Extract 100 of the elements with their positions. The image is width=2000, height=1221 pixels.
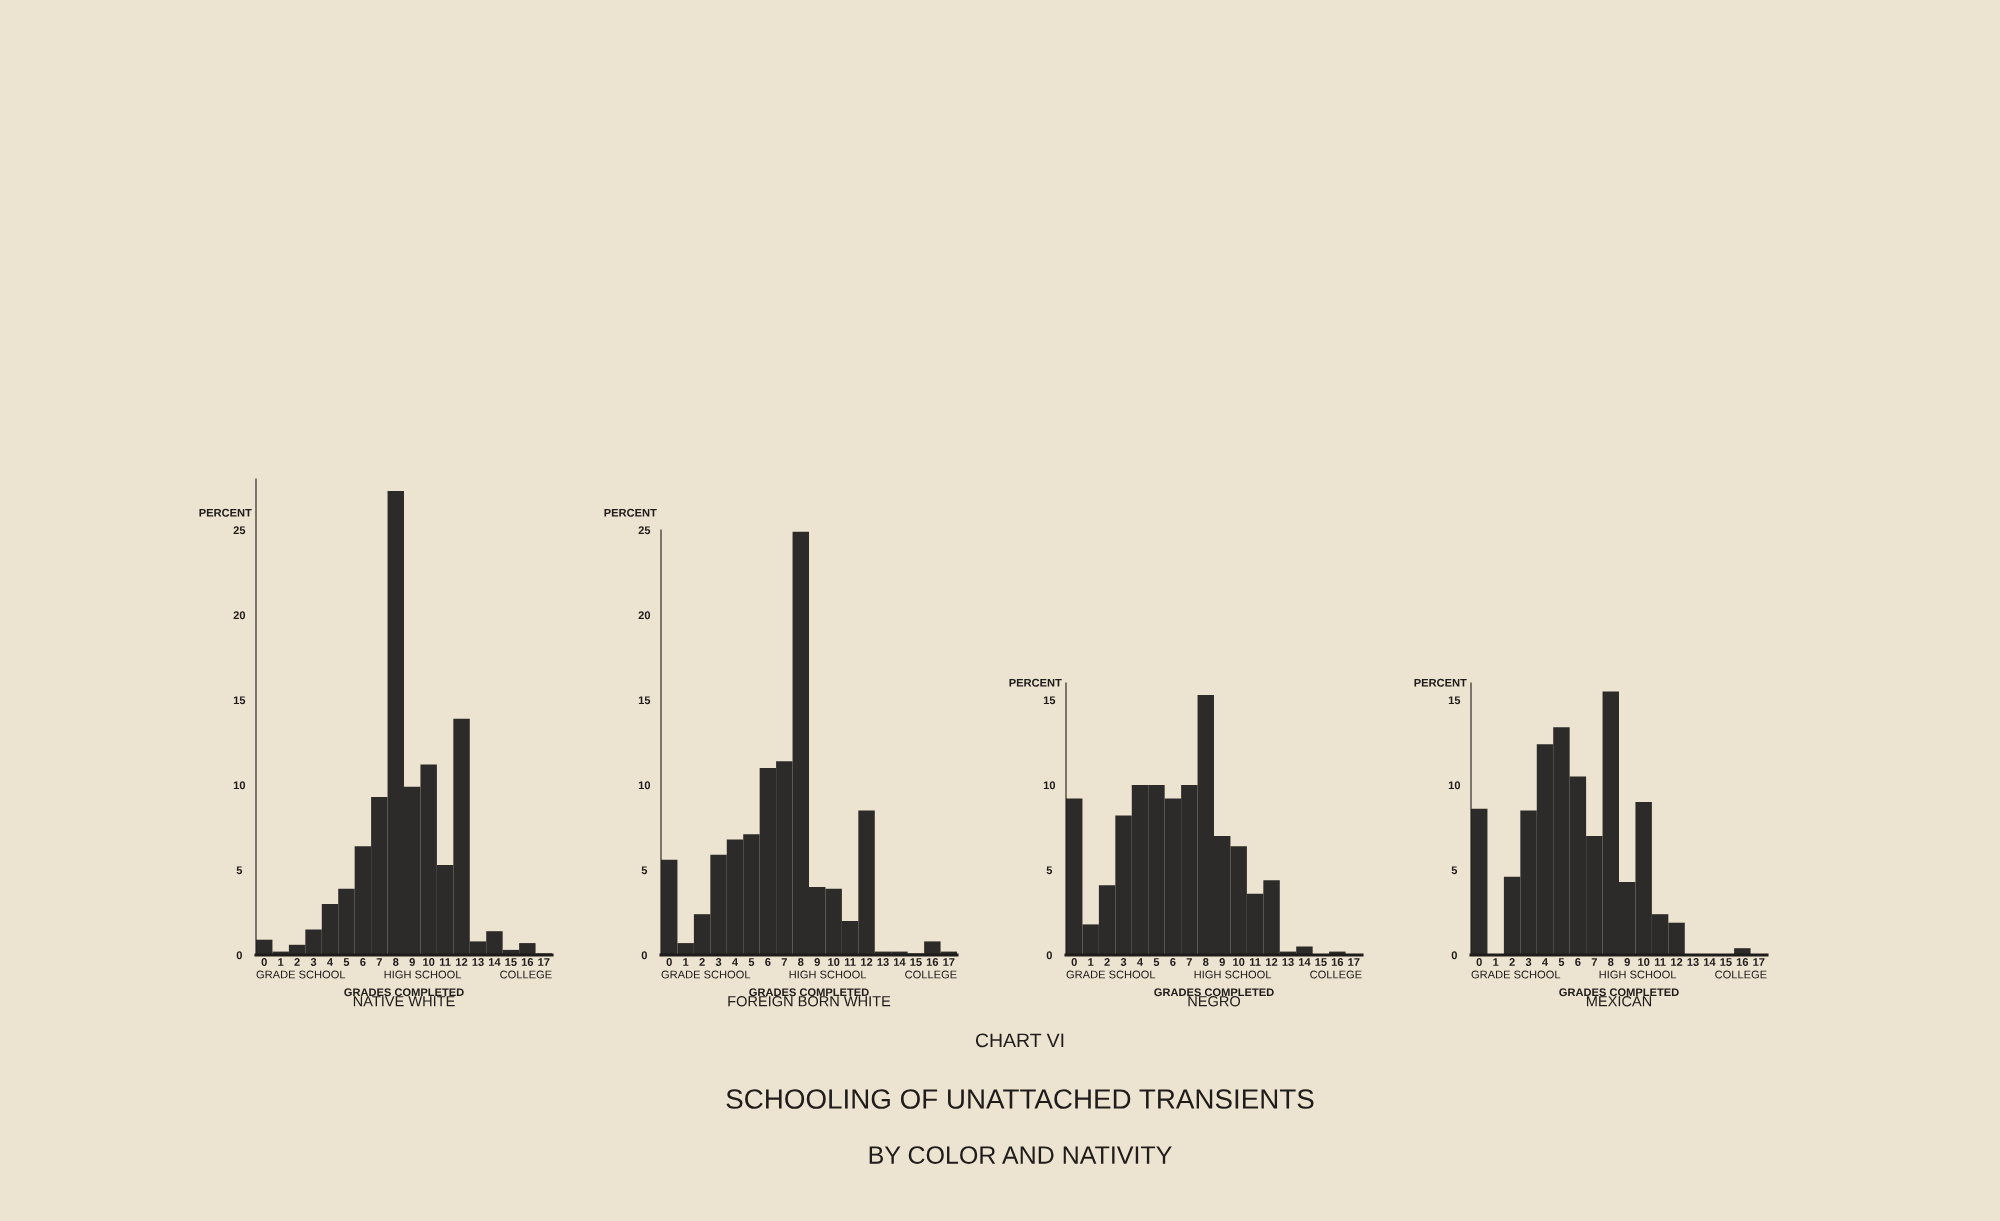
text: COLLEGE — [1310, 970, 1362, 979]
x-tick-label: 13 — [877, 958, 889, 966]
y-tick-label: 5 — [1451, 866, 1458, 875]
x-tick-label: 0 — [666, 958, 672, 966]
x-tick-label: 1 — [683, 958, 689, 966]
text: GRADE SCHOOL — [661, 970, 751, 979]
x-tick-label: 7 — [376, 958, 382, 966]
x-tick-label: 1 — [1493, 958, 1499, 966]
x-tick-label: 10 — [423, 958, 435, 966]
x-tick-label: 12 — [1671, 958, 1683, 966]
x-tick-label: 14 — [488, 958, 501, 966]
x-tick-label: 13 — [1282, 958, 1294, 966]
text: HIGH SCHOOL — [789, 970, 867, 979]
x-tick-label: 6 — [765, 958, 771, 966]
x-tick-label: 6 — [360, 958, 366, 966]
x-axis-title: GRADES COMPLETED — [749, 988, 869, 997]
x-tick-label: 11 — [844, 958, 856, 966]
x-axis-title: GRADES COMPLETED — [1559, 988, 1679, 997]
text: FOREIGN BORN WHITE — [728, 996, 891, 1007]
x-tick-label: 2 — [1104, 958, 1110, 966]
x-tick-label: 9 — [1624, 958, 1630, 966]
x-tick-label: 6 — [1575, 958, 1581, 966]
text: BY COLOR AND NATIVITY — [869, 1146, 1172, 1164]
y-tick-label: 10 — [638, 781, 651, 790]
x-tick-label: 12 — [456, 958, 468, 966]
x-tick-label: 9 — [1219, 958, 1225, 966]
x-tick-label: 2 — [699, 958, 705, 966]
x-tick-label: 7 — [1591, 958, 1597, 966]
x-tick-label: 15 — [1315, 958, 1327, 966]
x-tick-label: 3 — [1525, 958, 1532, 966]
x-tick-label: 8 — [1203, 958, 1209, 966]
text: CHART VI — [975, 1033, 1064, 1048]
text: HIGH SCHOOL — [1599, 970, 1677, 979]
x-tick-label: 10 — [1638, 958, 1650, 966]
text: MEXICAN — [1586, 996, 1652, 1007]
y-tick-label: 10 — [1448, 781, 1461, 790]
x-tick-label: 14 — [1298, 958, 1311, 966]
x-tick-label: 4 — [732, 958, 739, 966]
y-tick-label: 0 — [1451, 951, 1457, 960]
y-tick-label: 25 — [233, 526, 246, 535]
y-tick-label: 10 — [233, 781, 246, 790]
y-tick-label: 15 — [1448, 696, 1461, 705]
x-tick-label: 8 — [798, 958, 804, 966]
y-tick-label: 20 — [233, 611, 246, 620]
x-tick-label: 12 — [1266, 958, 1278, 966]
x-tick-label: 8 — [1608, 958, 1614, 966]
x-tick-label: 0 — [1476, 958, 1482, 966]
x-tick-label: 10 — [1233, 958, 1245, 966]
text: COLLEGE — [905, 970, 957, 979]
x-tick-label: 0 — [1071, 958, 1077, 966]
y-tick-label: 0 — [641, 951, 647, 960]
x-tick-label: 13 — [1687, 958, 1699, 966]
x-tick-label: 12 — [861, 958, 873, 966]
y-axis-title: PERCENT — [199, 508, 252, 517]
y-tick-label: 0 — [236, 951, 242, 960]
y-tick-label: 20 — [638, 611, 651, 620]
text: GRADE SCHOOL — [1471, 970, 1561, 979]
x-tick-label: 0 — [261, 958, 267, 966]
x-tick-label: 17 — [1348, 958, 1360, 966]
x-tick-label: 11 — [1654, 958, 1666, 966]
y-axis-title: PERCENT — [1009, 678, 1062, 687]
y-tick-label: 5 — [236, 866, 243, 875]
y-axis-title: PERCENT — [1414, 678, 1467, 687]
text: HIGH SCHOOL — [384, 970, 462, 979]
x-tick-label: 4 — [1542, 958, 1549, 966]
x-tick-label: 7 — [1186, 958, 1192, 966]
x-tick-label: 16 — [926, 958, 939, 966]
x-tick-label: 5 — [748, 958, 755, 966]
y-tick-label: 0 — [1046, 951, 1052, 960]
x-tick-label: 11 — [1249, 958, 1261, 966]
text: COLLEGE — [500, 970, 552, 979]
x-tick-label: 1 — [1088, 958, 1094, 966]
x-tick-label: 17 — [538, 958, 550, 966]
x-tick-label: 15 — [910, 958, 922, 966]
y-tick-label: 15 — [1043, 696, 1056, 705]
x-tick-label: 9 — [409, 958, 415, 966]
y-tick-label: 10 — [1043, 781, 1056, 790]
x-tick-label: 6 — [1170, 958, 1176, 966]
text: GRADE SCHOOL — [1066, 970, 1156, 979]
y-tick-label: 15 — [233, 696, 246, 705]
text: NATIVE WHITE — [353, 996, 455, 1007]
y-axis-title: PERCENT — [604, 508, 657, 517]
x-tick-label: 1 — [278, 958, 284, 966]
x-tick-label: 4 — [1137, 958, 1144, 966]
text: SCHOOLING OF UNATTACHED TRANSIENTS — [726, 1089, 1314, 1109]
x-tick-label: 17 — [943, 958, 955, 966]
x-tick-label: 5 — [343, 958, 350, 966]
x-tick-label: 11 — [439, 958, 451, 966]
x-tick-label: 7 — [781, 958, 787, 966]
x-tick-label: 3 — [310, 958, 317, 966]
text: COLLEGE — [1715, 970, 1767, 979]
y-tick-label: 5 — [641, 866, 648, 875]
x-tick-label: 15 — [1720, 958, 1732, 966]
x-tick-label: 5 — [1558, 958, 1565, 966]
x-tick-label: 4 — [327, 958, 334, 966]
x-axis-title: GRADES COMPLETED — [344, 988, 464, 997]
x-axis-title: GRADES COMPLETED — [1154, 988, 1274, 997]
x-tick-label: 9 — [814, 958, 820, 966]
x-tick-label: 17 — [1753, 958, 1765, 966]
y-tick-label: 25 — [638, 526, 651, 535]
